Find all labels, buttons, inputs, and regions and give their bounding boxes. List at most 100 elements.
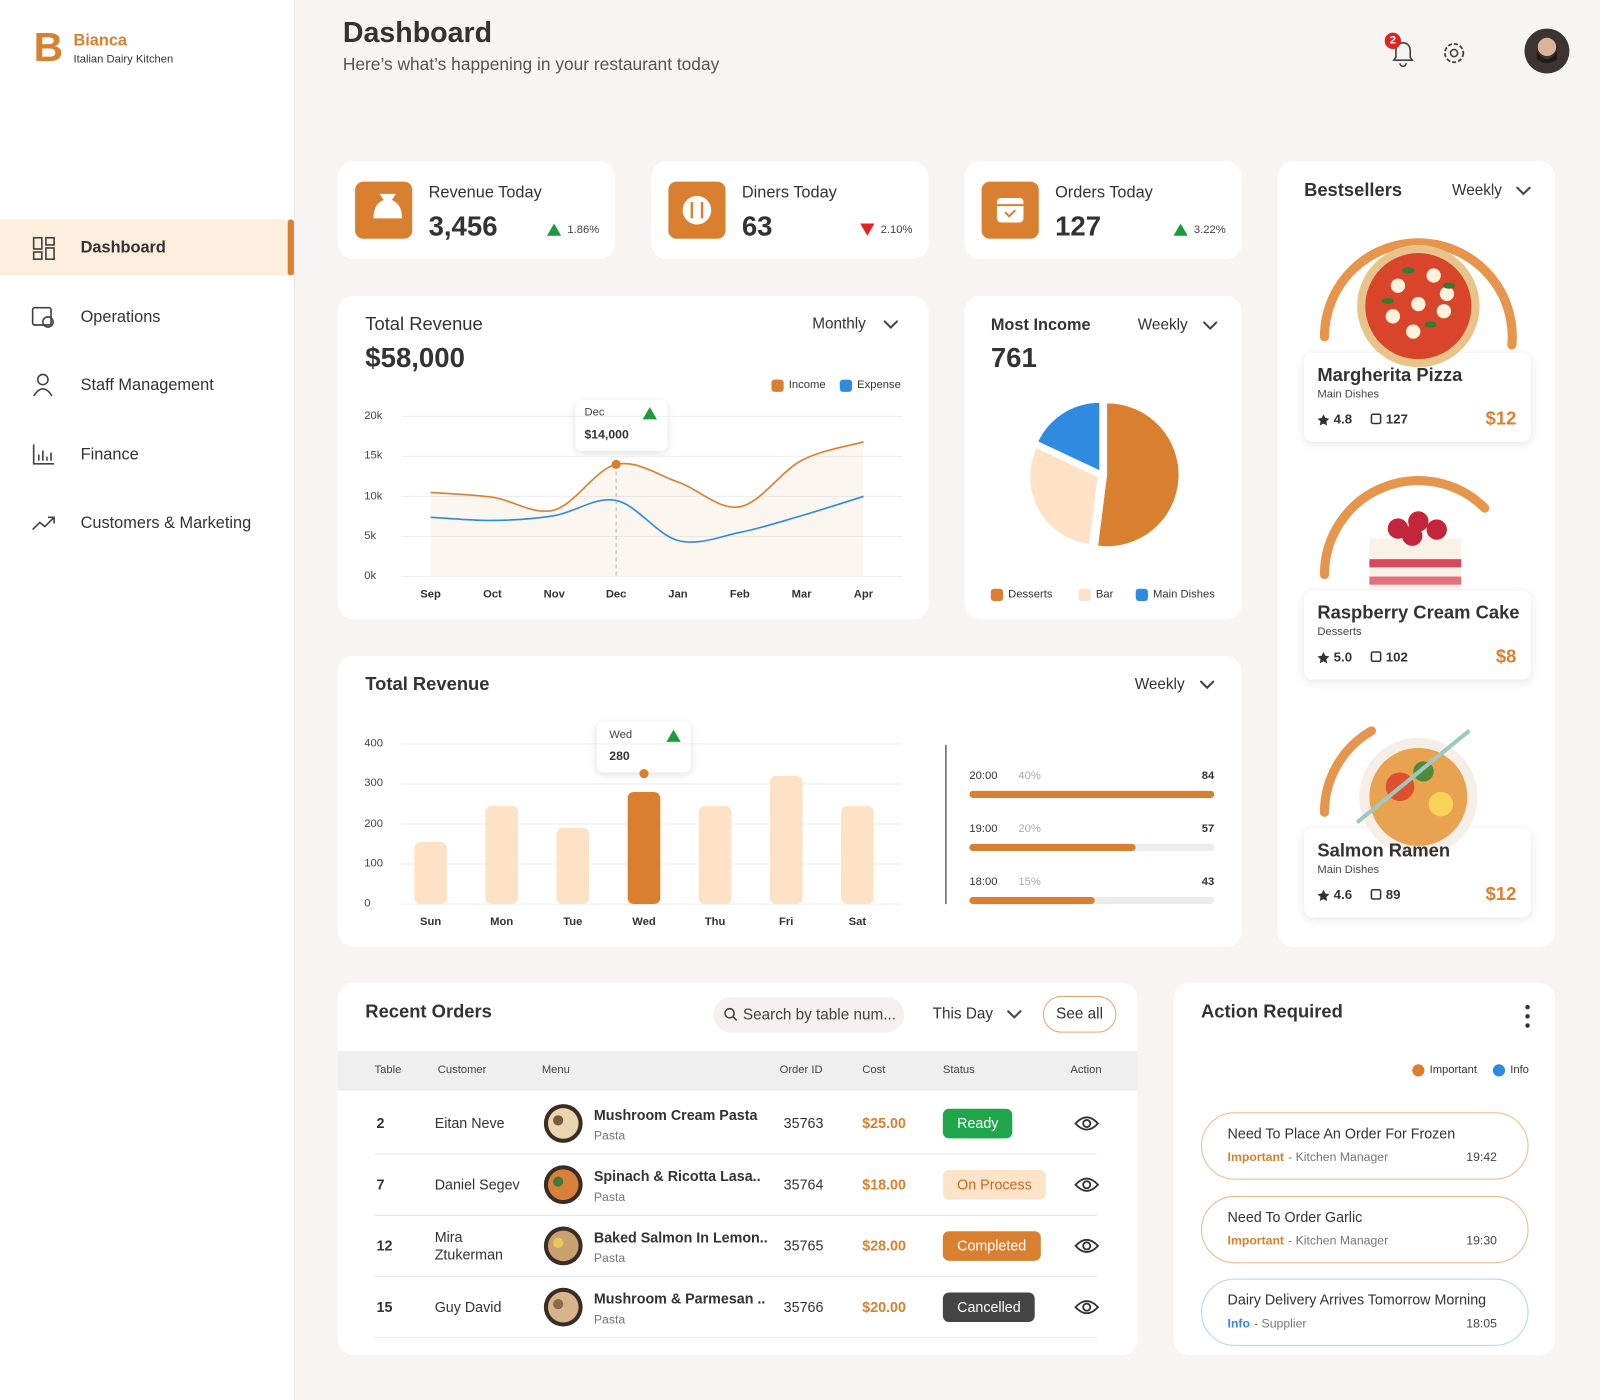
stat-change: 1.86% — [567, 223, 600, 237]
orders-icon — [1370, 889, 1382, 900]
stat-change: 3.22% — [1193, 223, 1226, 237]
customer-name: Mira Ztukerman — [434, 1228, 503, 1263]
stat-icon — [373, 193, 403, 219]
column-header: Order ID — [779, 1063, 823, 1076]
food-image — [1402, 267, 1415, 274]
period-select[interactable]: Weekly — [1137, 316, 1188, 334]
tooltip — [597, 721, 691, 773]
bar — [969, 843, 1136, 852]
y-tick-label: 5k — [364, 529, 377, 542]
view-icon[interactable] — [1074, 1238, 1100, 1253]
see-all-button[interactable]: See all — [1042, 995, 1117, 1033]
dish-thumb — [547, 1291, 579, 1323]
action-item[interactable] — [1201, 1278, 1529, 1346]
period-select[interactable]: Weekly — [1134, 675, 1185, 693]
dish-category: Main Dishes — [1317, 388, 1380, 401]
nav-item[interactable]: Dashboard — [80, 239, 166, 257]
action-item[interactable] — [1201, 1195, 1529, 1263]
column-header: Cost — [862, 1063, 886, 1076]
action-item[interactable] — [1201, 1112, 1529, 1180]
chart-total: $58,000 — [365, 342, 465, 374]
dish-thumb — [553, 1237, 564, 1248]
column-header: Menu — [541, 1063, 570, 1076]
period-select[interactable]: Monthly — [812, 315, 866, 333]
highlight-point — [611, 459, 621, 469]
bestseller-card[interactable] — [1304, 590, 1531, 680]
nav-item[interactable]: Customers & Marketing — [80, 514, 252, 533]
view-icon — [1082, 1241, 1092, 1251]
order-id: 35763 — [783, 1114, 824, 1132]
trend-arrow — [546, 223, 562, 236]
notification-count[interactable]: 2 — [1389, 34, 1396, 47]
page-subtitle: Here’s what’s happening in your restaura… — [342, 54, 720, 75]
bar — [698, 805, 732, 905]
food-image — [1369, 576, 1462, 585]
star-icon — [1317, 889, 1330, 902]
x-tick-label: Feb — [729, 588, 750, 601]
orders-icon — [1370, 413, 1382, 425]
x-tick-label: Nov — [543, 588, 565, 601]
view-icon[interactable] — [1074, 1116, 1100, 1131]
food-image — [1439, 286, 1455, 302]
orders-icon — [1370, 651, 1382, 662]
chart-title: Total Revenue — [365, 313, 483, 334]
chart-title: Total Revenue — [365, 673, 490, 695]
period-select[interactable]: Weekly — [1452, 181, 1502, 199]
status-badge: On Process — [942, 1170, 1047, 1200]
share-label: 15% — [1018, 875, 1041, 889]
pie-slice — [1098, 403, 1179, 547]
view-icon — [1082, 1118, 1092, 1128]
view-icon[interactable] — [1074, 1177, 1100, 1192]
legend-label: Main Dishes — [1153, 588, 1215, 601]
menu-dots — [1525, 1014, 1530, 1019]
bar — [969, 896, 1095, 905]
avatar — [1537, 37, 1557, 57]
stat-label: Diners Today — [741, 184, 837, 202]
chart-total: 761 — [990, 342, 1037, 374]
view-icon — [1082, 1180, 1092, 1190]
y-tick-label: 20k — [364, 409, 383, 422]
action-tag: Info — [1227, 1316, 1250, 1331]
nav-icon — [32, 444, 55, 465]
nav-item[interactable]: Staff Management — [80, 376, 214, 395]
tooltip — [575, 399, 668, 452]
food-image — [1424, 321, 1437, 328]
brand-name: Bianca — [73, 32, 128, 50]
x-tick-label: Wed — [632, 915, 656, 928]
section-title: Action Required — [1201, 1001, 1343, 1022]
customer-name: Guy David — [434, 1298, 502, 1315]
star-icon — [1317, 652, 1330, 664]
section-title: Bestsellers — [1304, 179, 1403, 201]
nav-active-bar — [287, 219, 294, 276]
stat-value: 3,456 — [428, 211, 498, 242]
food-image — [1369, 747, 1468, 846]
decor-arc — [1319, 726, 1377, 817]
menu-dots — [1525, 1023, 1530, 1028]
table-header — [337, 1051, 1138, 1091]
order-count: 89 — [1385, 886, 1401, 903]
bestseller-card[interactable] — [1304, 353, 1531, 442]
view-icon[interactable] — [1074, 1300, 1100, 1315]
pie-slice — [1038, 402, 1100, 471]
column-header: Action — [1070, 1063, 1102, 1076]
price: $12 — [1485, 883, 1517, 905]
nav-item[interactable]: Finance — [80, 445, 139, 464]
column-header: Customer — [437, 1063, 487, 1076]
action-detail: - Kitchen Manager — [1288, 1232, 1389, 1248]
legend-dot — [1492, 1064, 1506, 1077]
search-icon — [724, 1007, 735, 1019]
dish-name: Spinach & Ricotta Lasa.. — [593, 1167, 761, 1185]
customer-name: Daniel Segev — [434, 1176, 520, 1193]
legend-label: Info — [1510, 1063, 1529, 1076]
x-tick-label: Sun — [420, 915, 442, 928]
nav-item[interactable]: Operations — [80, 308, 161, 326]
search-box[interactable] — [713, 996, 905, 1033]
price: $8 — [1495, 646, 1517, 667]
dish-thumb — [553, 1176, 564, 1187]
action-tag: Important — [1227, 1149, 1285, 1165]
x-tick-label: Tue — [563, 915, 583, 928]
rating: 5.0 — [1333, 649, 1353, 665]
period-select[interactable]: This Day — [932, 1005, 994, 1023]
area — [430, 441, 864, 577]
order-count: 127 — [1385, 411, 1408, 427]
